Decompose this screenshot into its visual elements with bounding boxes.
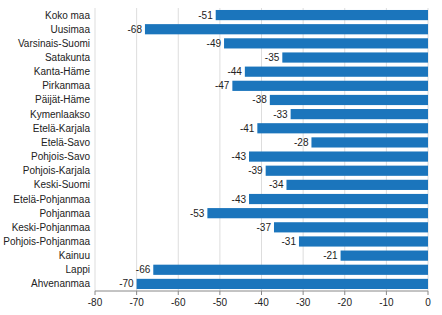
data-label: -47 bbox=[215, 80, 230, 91]
data-label: -31 bbox=[282, 236, 297, 247]
tick-mark bbox=[386, 291, 387, 295]
bar bbox=[282, 52, 428, 62]
data-label: -28 bbox=[294, 137, 309, 148]
grid-line bbox=[95, 8, 96, 291]
tick-label: -10 bbox=[379, 297, 394, 308]
tick-label: -70 bbox=[129, 297, 144, 308]
data-label: -43 bbox=[232, 151, 247, 162]
category-label: Lappi bbox=[66, 264, 90, 275]
category-label: Pohjois-Pohjanmaa bbox=[3, 236, 90, 247]
data-label: -49 bbox=[207, 38, 222, 49]
category-label: Pirkanmaa bbox=[42, 80, 90, 91]
data-label: -53 bbox=[190, 208, 205, 219]
tick-label: 0 bbox=[425, 297, 431, 308]
data-label: -39 bbox=[248, 165, 263, 176]
data-label: -66 bbox=[136, 264, 151, 275]
bar bbox=[249, 194, 428, 204]
grid-line bbox=[303, 8, 304, 291]
bar bbox=[286, 180, 428, 190]
category-label: Keski-Suomi bbox=[34, 179, 90, 190]
data-label: -37 bbox=[257, 222, 272, 233]
category-label: Etelä-Karjala bbox=[33, 123, 91, 134]
x-axis: -80 -70 -60 -50 -40 -30 -20 -10 0 bbox=[88, 291, 431, 308]
category-label: Kainuu bbox=[59, 250, 90, 261]
tick-label: -50 bbox=[213, 297, 228, 308]
data-label: -33 bbox=[273, 109, 288, 120]
tick-mark bbox=[219, 291, 220, 295]
category-label: Etelä-Savo bbox=[41, 137, 90, 148]
category-label: Varsinais-Suomi bbox=[18, 38, 90, 49]
grid-line bbox=[344, 8, 345, 291]
data-label: -68 bbox=[127, 24, 142, 35]
tick-mark bbox=[178, 291, 179, 295]
tick-mark bbox=[95, 291, 96, 295]
category-label: Ahvenanmaa bbox=[31, 278, 90, 289]
category-label: Satakunta bbox=[45, 52, 90, 63]
data-label: -35 bbox=[265, 52, 280, 63]
category-label: Pohjanmaa bbox=[39, 208, 90, 219]
bar bbox=[137, 279, 428, 289]
grid-line bbox=[178, 8, 179, 291]
category-label: Koko maa bbox=[45, 10, 90, 21]
bar bbox=[311, 137, 428, 147]
bar bbox=[291, 109, 428, 119]
tick-mark bbox=[261, 291, 262, 295]
grid-line bbox=[219, 8, 220, 291]
tick-mark bbox=[428, 291, 429, 295]
chart: Ahvenanmaa Lappi Kainuu Pohjois-Pohjanmaa Ke… bbox=[0, 0, 442, 315]
bar bbox=[270, 95, 428, 105]
tick-label: -80 bbox=[88, 297, 103, 308]
data-label: -34 bbox=[269, 179, 284, 190]
category-label: Kymenlaakso bbox=[30, 109, 90, 120]
tick-label: -40 bbox=[254, 297, 269, 308]
bar bbox=[153, 265, 428, 275]
tick-mark bbox=[136, 291, 137, 295]
bar bbox=[257, 123, 428, 133]
data-labels: -70-66-21-31-37-53-43-34-39-43-28-41-33-… bbox=[119, 10, 338, 290]
category-label: Uusimaa bbox=[51, 24, 91, 35]
bar bbox=[266, 166, 428, 176]
category-label: Keski-Pohjanmaa bbox=[12, 222, 91, 233]
bar bbox=[207, 208, 428, 218]
tick-label: -60 bbox=[171, 297, 186, 308]
bars bbox=[137, 10, 428, 289]
category-label: Pohjois-Savo bbox=[31, 151, 90, 162]
data-label: -43 bbox=[232, 194, 247, 205]
data-label: -51 bbox=[198, 10, 213, 21]
data-label: -44 bbox=[227, 66, 242, 77]
bar bbox=[249, 151, 428, 161]
tick-label: -30 bbox=[296, 297, 311, 308]
grid-line bbox=[428, 8, 429, 291]
grid-line bbox=[386, 8, 387, 291]
grid bbox=[95, 8, 428, 291]
bar bbox=[341, 251, 428, 261]
data-label: -41 bbox=[240, 123, 255, 134]
bar bbox=[245, 67, 428, 77]
category-label: Etelä-Pohjanmaa bbox=[13, 194, 90, 205]
tick-mark bbox=[344, 291, 345, 295]
grid-line bbox=[136, 8, 137, 291]
bar bbox=[216, 10, 428, 20]
category-labels: Ahvenanmaa Lappi Kainuu Pohjois-Pohjanmaa Ke… bbox=[3, 10, 90, 290]
category-label: Päijät-Häme bbox=[35, 94, 90, 105]
bar bbox=[232, 81, 428, 91]
bar bbox=[224, 38, 428, 48]
data-label: -21 bbox=[323, 250, 338, 261]
tick-mark bbox=[303, 291, 304, 295]
grid-line bbox=[261, 8, 262, 291]
category-label: Pohjois-Karjala bbox=[23, 165, 91, 176]
data-label: -38 bbox=[252, 94, 267, 105]
category-label: Kanta-Häme bbox=[34, 66, 91, 77]
bar bbox=[299, 236, 428, 246]
tick-label: -20 bbox=[338, 297, 353, 308]
data-label: -70 bbox=[119, 278, 134, 289]
bar bbox=[274, 222, 428, 232]
bar bbox=[145, 24, 428, 34]
